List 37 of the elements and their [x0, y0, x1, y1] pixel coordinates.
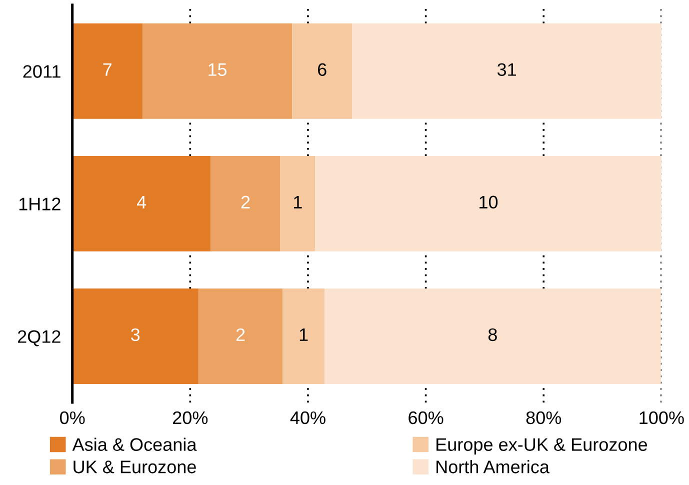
x-tick-label: 100% [640, 411, 684, 424]
legend-label: Asia & Oceania [72, 438, 197, 451]
annotation: 8 [488, 328, 497, 342]
x-tick-label: 0% [60, 411, 85, 424]
x-tick-label: 80% [526, 411, 562, 424]
bar [352, 23, 662, 119]
annotation: 3 [131, 328, 140, 342]
y-tick-label: 2Q12 [18, 330, 60, 346]
bar [282, 288, 324, 384]
y-tick-label: 1H12 [19, 198, 60, 210]
x-tick-label: 60% [408, 411, 444, 424]
bar [142, 23, 292, 119]
legend-label: Europe ex-UK & Eurozone [436, 438, 648, 455]
annotation: 1 [300, 328, 308, 341]
bar [72, 23, 142, 119]
x-tick-label: 40% [290, 411, 326, 424]
annotation: 15 [208, 63, 227, 76]
bar [315, 156, 662, 252]
annotation: 6 [318, 63, 326, 76]
legend-label: North America [436, 460, 550, 474]
annotation: 31 [497, 63, 516, 76]
legend-label: UK & Eurozone [74, 460, 196, 474]
x-tick-label: 20% [173, 411, 208, 424]
bar [280, 156, 316, 252]
annotation: 10 [480, 196, 498, 209]
bar [198, 288, 283, 384]
bar [324, 288, 661, 384]
annotation: 7 [103, 63, 112, 76]
annotation: 2 [236, 328, 245, 341]
annotation: 2 [241, 196, 250, 208]
annotation: 4 [136, 196, 146, 208]
annotation: 1 [294, 196, 302, 208]
bar [292, 23, 352, 119]
y-tick-label: 2011 [23, 65, 60, 78]
bar [72, 288, 198, 384]
bar [72, 156, 211, 252]
bar [210, 156, 280, 252]
